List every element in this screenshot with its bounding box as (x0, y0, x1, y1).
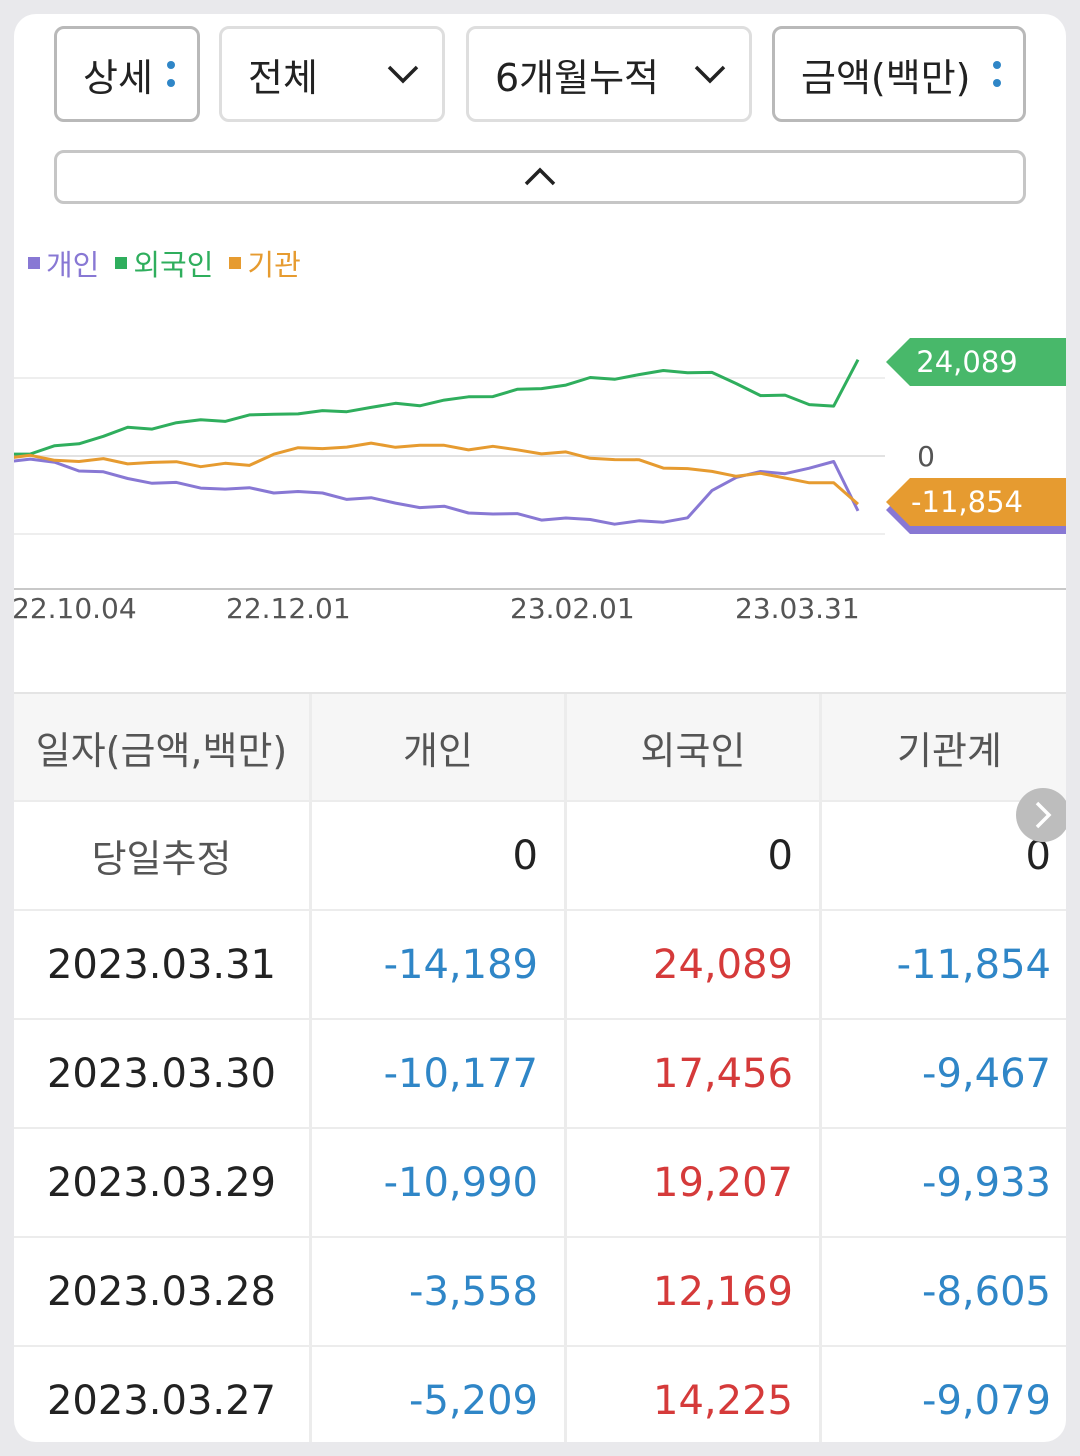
legend-swatch (115, 257, 128, 269)
last-value-label: 24,089 (916, 345, 1017, 379)
table-row: 2023.03.27 -5,209 14,225 -9,079 (14, 1345, 1066, 1442)
cell-individual: 0 (312, 802, 567, 909)
cell-individual: -3,558 (312, 1238, 567, 1345)
cell-date: 2023.03.27 (14, 1347, 312, 1442)
period-select[interactable]: 6개월누적 (466, 26, 752, 122)
legend-item-institution: 기관 (229, 242, 301, 284)
cell-date: 2023.03.31 (14, 911, 312, 1018)
period-select-label: 6개월누적 (495, 55, 660, 100)
last-value-badge: -11,854 (886, 478, 1066, 534)
cell-institution: -11,854 (896, 941, 1051, 988)
table-row: 2023.03.28 -3,558 12,169 -8,605 (14, 1236, 1066, 1345)
table-header-row: 일자(금액,백만) 개인 외국인 기관계 (14, 692, 1066, 800)
chart-legend: 개인 외국인 기관 (28, 242, 301, 284)
today-label: 당일추정 (14, 802, 312, 909)
investor-table: 일자(금액,백만) 개인 외국인 기관계 당일추정 0 0 0 2023.03.… (14, 692, 1066, 1442)
cell-foreign: 24,089 (567, 911, 822, 1018)
table-row-today: 당일추정 0 0 0 (14, 800, 1066, 909)
series-line (14, 441, 859, 506)
chevron-down-icon (694, 65, 726, 84)
unit-menu-button[interactable]: 금액(백만) (772, 26, 1026, 122)
detail-menu-label: 상세 (83, 55, 153, 100)
header-institution: 기관계 (897, 728, 1002, 773)
cell-date: 2023.03.28 (14, 1238, 312, 1345)
table-row: 2023.03.30 -10,177 17,456 -9,467 (14, 1018, 1066, 1127)
cell-foreign: 14,225 (567, 1347, 822, 1442)
cell-date: 2023.03.29 (14, 1129, 312, 1236)
chevron-up-icon (524, 167, 556, 186)
cell-institution: -8,605 (922, 1268, 1051, 1315)
market-select-label: 전체 (248, 55, 318, 100)
more-vertical-icon (167, 61, 175, 87)
cumulative-net-buy-chart: 0 24,089 -11,854 (14, 338, 1066, 535)
cell-individual: -10,177 (312, 1020, 567, 1127)
scroll-right-button[interactable] (1016, 788, 1066, 842)
header-date: 일자(금액,백만) (14, 694, 312, 800)
x-tick-label: 22.10.04 (14, 592, 137, 625)
legend-item-individual: 개인 (28, 242, 99, 284)
collapse-filters-button[interactable] (54, 150, 1026, 204)
cell-individual: -14,189 (312, 911, 567, 1018)
header-individual: 개인 (312, 694, 567, 800)
cell-institution: -9,079 (922, 1377, 1051, 1424)
cell-foreign: 0 (567, 802, 822, 909)
series-line (14, 457, 860, 526)
market-select[interactable]: 전체 (219, 26, 445, 122)
chevron-right-icon (1035, 801, 1052, 829)
chevron-down-icon (387, 65, 419, 84)
chart-baseline (14, 588, 1066, 590)
last-value-label: -11,854 (911, 485, 1023, 519)
cell-foreign: 17,456 (567, 1020, 822, 1127)
x-tick-label: 22.12.01 (226, 592, 351, 625)
cell-foreign: 12,169 (567, 1238, 822, 1345)
legend-item-foreign: 외국인 (115, 242, 213, 284)
legend-label: 기관 (247, 248, 301, 282)
more-vertical-icon (993, 61, 1001, 87)
legend-swatch (229, 257, 242, 269)
detail-menu-button[interactable]: 상세 (54, 26, 200, 122)
legend-swatch (28, 257, 40, 269)
cell-institution: -9,933 (922, 1159, 1051, 1206)
legend-label: 개인 (46, 248, 100, 282)
cell-individual: -10,990 (312, 1129, 567, 1236)
y-zero-label: 0 (917, 440, 935, 473)
x-tick-label: 23.02.01 (510, 592, 635, 625)
table-row: 2023.03.31 -14,189 24,089 -11,854 (14, 909, 1066, 1018)
series-line (14, 359, 860, 456)
x-tick-label: 23.03.31 (735, 592, 860, 625)
cell-foreign: 19,207 (567, 1129, 822, 1236)
investor-trend-panel: 상세 전체 6개월누적 금액(백만) 개인 외국인 기관 (14, 14, 1066, 1442)
legend-label: 외국인 (133, 248, 214, 282)
cell-institution: -9,467 (922, 1050, 1051, 1097)
cell-date: 2023.03.30 (14, 1020, 312, 1127)
header-foreign: 외국인 (567, 694, 822, 800)
last-value-badge: 24,089 (886, 338, 1066, 386)
cell-individual: -5,209 (312, 1347, 567, 1442)
unit-menu-label: 금액(백만) (801, 55, 971, 100)
table-row: 2023.03.29 -10,990 19,207 -9,933 (14, 1127, 1066, 1236)
